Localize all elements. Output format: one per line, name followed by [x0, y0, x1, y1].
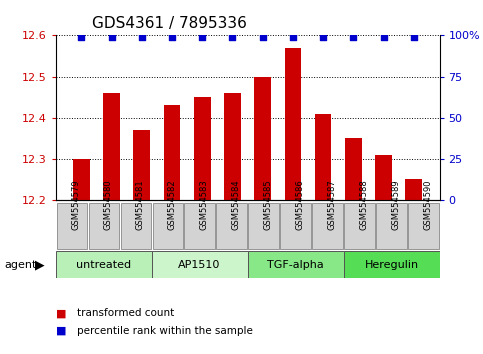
Text: agent: agent [5, 260, 37, 270]
Point [289, 34, 297, 40]
Bar [73, 159, 90, 200]
Text: GSM554587: GSM554587 [327, 179, 337, 230]
Point [138, 34, 145, 40]
Bar [153, 203, 183, 249]
Bar [216, 203, 247, 249]
Text: GSM554582: GSM554582 [168, 179, 177, 230]
Text: transformed count: transformed count [77, 308, 174, 318]
Bar [284, 48, 301, 200]
Point [380, 34, 387, 40]
Bar [185, 203, 214, 249]
Bar [248, 251, 343, 278]
Text: GSM554580: GSM554580 [103, 179, 113, 230]
Bar [120, 203, 151, 249]
Text: GSM554586: GSM554586 [296, 179, 305, 230]
Point [228, 34, 236, 40]
Point [259, 34, 267, 40]
Bar [409, 203, 439, 249]
Text: ■: ■ [56, 326, 66, 336]
Text: GSM554590: GSM554590 [424, 179, 433, 230]
Point [350, 34, 357, 40]
Point [319, 34, 327, 40]
Bar [103, 93, 120, 200]
Bar [152, 251, 248, 278]
Bar [375, 155, 392, 200]
Text: ▶: ▶ [35, 258, 44, 271]
Text: GSM554588: GSM554588 [359, 179, 369, 230]
Bar [344, 203, 375, 249]
Bar [315, 114, 331, 200]
Text: GSM554581: GSM554581 [136, 179, 144, 230]
Bar [56, 251, 152, 278]
Bar [164, 105, 180, 200]
Bar [88, 203, 119, 249]
Text: TGF-alpha: TGF-alpha [267, 259, 324, 270]
Point [108, 34, 115, 40]
Point [77, 34, 85, 40]
Text: GDS4361 / 7895336: GDS4361 / 7895336 [92, 16, 246, 31]
Point [410, 34, 418, 40]
Bar [281, 203, 311, 249]
Point [199, 34, 206, 40]
Bar [57, 203, 86, 249]
Text: GSM554583: GSM554583 [199, 179, 209, 230]
Text: GSM554589: GSM554589 [392, 179, 400, 230]
Bar [313, 203, 342, 249]
Text: Heregulin: Heregulin [365, 259, 419, 270]
Text: GSM554585: GSM554585 [264, 179, 272, 230]
Text: GSM554579: GSM554579 [71, 179, 81, 230]
Text: AP1510: AP1510 [178, 259, 221, 270]
Text: percentile rank within the sample: percentile rank within the sample [77, 326, 253, 336]
Text: ■: ■ [56, 308, 66, 318]
Bar [224, 93, 241, 200]
Bar [345, 138, 362, 200]
Bar [255, 76, 271, 200]
Bar [194, 97, 211, 200]
Text: untreated: untreated [76, 259, 131, 270]
Bar [343, 251, 440, 278]
Bar [133, 130, 150, 200]
Point [168, 34, 176, 40]
Bar [248, 203, 279, 249]
Text: GSM554584: GSM554584 [231, 179, 241, 230]
Bar [405, 179, 422, 200]
Bar [376, 203, 407, 249]
